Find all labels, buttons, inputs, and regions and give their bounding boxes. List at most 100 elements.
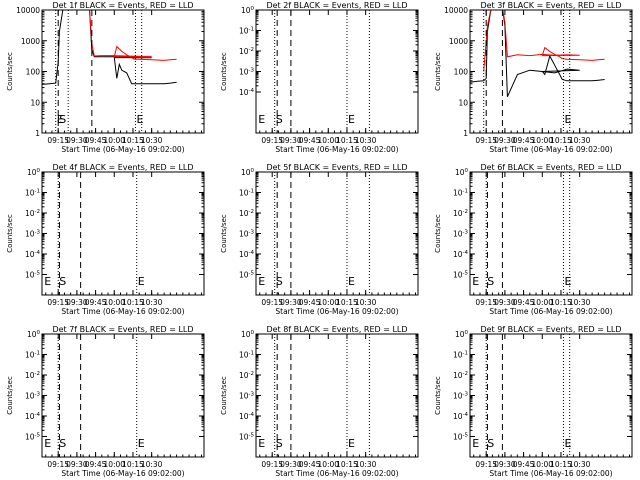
marker-label-e: E — [258, 113, 265, 126]
x-tick-label: 10:30 — [569, 460, 591, 469]
y-tick-label: 1000 — [449, 37, 468, 46]
x-tick-label: 10:30 — [355, 298, 377, 307]
y-tick-label: 10-3 — [239, 230, 255, 239]
marker-label-s: S — [487, 275, 494, 288]
x-tick-label: 09:30 — [66, 460, 88, 469]
y-tick-label: 10-4 — [239, 250, 255, 259]
x-axis-label: Start Time (06-May-16 09:02:00) — [489, 145, 612, 154]
x-tick-label: 09:15 — [47, 136, 69, 145]
panel-title: Det 7f BLACK = Events, RED = LLD — [52, 325, 193, 334]
marker-label-s: S — [276, 113, 283, 126]
x-axis-label: Start Time (06-May-16 09:02:00) — [61, 307, 184, 316]
x-axis-label: Start Time (06-May-16 09:02:00) — [61, 469, 184, 478]
series-line-lld — [483, 10, 605, 72]
y-tick-label: 100 — [27, 330, 41, 339]
y-tick-label: 10-3 — [239, 68, 255, 77]
y-tick-label: 10-5 — [25, 433, 41, 442]
x-tick-label: 09:15 — [261, 298, 283, 307]
y-tick-label: 10-2 — [239, 209, 254, 218]
y-tick-label: 10-3 — [453, 230, 469, 239]
x-tick-label: 09:45 — [513, 460, 535, 469]
y-axis-label: Counts/sec — [434, 376, 442, 415]
x-tick-label: 10:30 — [569, 136, 591, 145]
marker-label-e: E — [138, 437, 145, 450]
y-axis-label: Counts/sec — [6, 376, 14, 415]
y-tick-label: 10-2 — [453, 371, 468, 380]
x-tick-label: 10:00 — [103, 298, 125, 307]
y-tick-label: 100 — [241, 330, 255, 339]
y-axis-label: Counts/sec — [220, 214, 228, 253]
y-tick-label: 10-2 — [239, 47, 254, 56]
marker-label-e: E — [564, 113, 571, 126]
marker-label-e: E — [44, 437, 51, 450]
y-tick-label: 10-5 — [239, 271, 255, 280]
x-tick-label: 10:00 — [531, 460, 553, 469]
x-tick-label: 09:30 — [494, 136, 516, 145]
marker-label-e: E — [138, 275, 145, 288]
x-tick-label: 10:15 — [122, 298, 144, 307]
x-tick-label: 10:30 — [355, 136, 377, 145]
y-tick-label: 100 — [454, 68, 469, 77]
marker-label-s: S — [276, 275, 283, 288]
marker-label-s: S — [487, 437, 494, 450]
panel-title: Det 8f BLACK = Events, RED = LLD — [266, 325, 407, 334]
x-tick-label: 10:00 — [317, 460, 339, 469]
y-tick-label: 10-2 — [453, 209, 468, 218]
y-tick-label: 10000 — [444, 6, 468, 15]
series-group — [42, 10, 177, 85]
y-tick-label: 10-5 — [453, 271, 469, 280]
x-tick-label: 10:15 — [336, 136, 358, 145]
y-tick-label: 10-1 — [239, 351, 254, 360]
y-tick-label: 1000 — [21, 37, 40, 46]
x-tick-label: 10:30 — [569, 298, 591, 307]
y-tick-label: 10-5 — [239, 433, 255, 442]
y-tick-label: 10-3 — [25, 392, 41, 401]
x-axis-label: Start Time (06-May-16 09:02:00) — [489, 307, 612, 316]
x-tick-label: 10:00 — [317, 298, 339, 307]
series-line-events — [470, 10, 605, 98]
x-tick-label: 10:15 — [550, 460, 572, 469]
x-tick-label: 09:30 — [494, 298, 516, 307]
x-tick-label: 10:00 — [531, 298, 553, 307]
marker-label-e: E — [258, 275, 265, 288]
marker-label-s: S — [59, 113, 66, 126]
y-tick-label: 10-3 — [239, 392, 255, 401]
y-tick-label: 100 — [26, 68, 41, 77]
x-tick-label: 09:15 — [261, 460, 283, 469]
x-tick-label: 10:30 — [141, 136, 163, 145]
x-tick-label: 10:15 — [336, 298, 358, 307]
y-tick-label: 10-1 — [453, 351, 468, 360]
x-axis-label: Start Time (06-May-16 09:02:00) — [61, 145, 184, 154]
y-tick-label: 10-2 — [239, 371, 254, 380]
detector-panel-6: Det 6f BLACK = Events, RED = LLD Counts/s… — [434, 163, 633, 316]
marker-label-e: E — [564, 437, 571, 450]
plot-frame — [469, 333, 633, 458]
x-tick-label: 10:15 — [550, 136, 572, 145]
y-tick-label: 100 — [27, 168, 41, 177]
detector-panel-7: Det 7f BLACK = Events, RED = LLD Counts/s… — [6, 325, 205, 478]
x-tick-label: 09:30 — [280, 460, 302, 469]
y-tick-label: 10-1 — [25, 189, 40, 198]
y-tick-label: 100 — [241, 6, 255, 15]
x-tick-label: 09:45 — [299, 298, 321, 307]
series-line-lld — [89, 10, 177, 61]
y-tick-label: 1 — [463, 129, 468, 138]
detector-panel-1: Det 1f BLACK = Events, RED = LLD Counts/s… — [6, 1, 205, 154]
marker-label-e: E — [564, 275, 571, 288]
y-tick-label: 10-5 — [25, 271, 41, 280]
marker-label-e: E — [348, 275, 355, 288]
y-tick-label: 10-3 — [25, 230, 41, 239]
plot-frame — [41, 171, 205, 296]
y-axis-label: Counts/sec — [434, 214, 442, 253]
y-axis-label: Counts/sec — [434, 52, 442, 91]
x-tick-label: 09:30 — [280, 298, 302, 307]
x-tick-label: 10:30 — [141, 298, 163, 307]
panel-title: Det 6f BLACK = Events, RED = LLD — [480, 163, 621, 172]
y-tick-label: 10-2 — [25, 209, 40, 218]
x-tick-label: 10:15 — [550, 298, 572, 307]
x-tick-label: 09:45 — [299, 136, 321, 145]
y-axis-label: Counts/sec — [220, 52, 228, 91]
x-tick-label: 09:30 — [66, 136, 88, 145]
x-axis-label: Start Time (06-May-16 09:02:00) — [275, 145, 398, 154]
y-tick-label: 10-1 — [25, 351, 40, 360]
